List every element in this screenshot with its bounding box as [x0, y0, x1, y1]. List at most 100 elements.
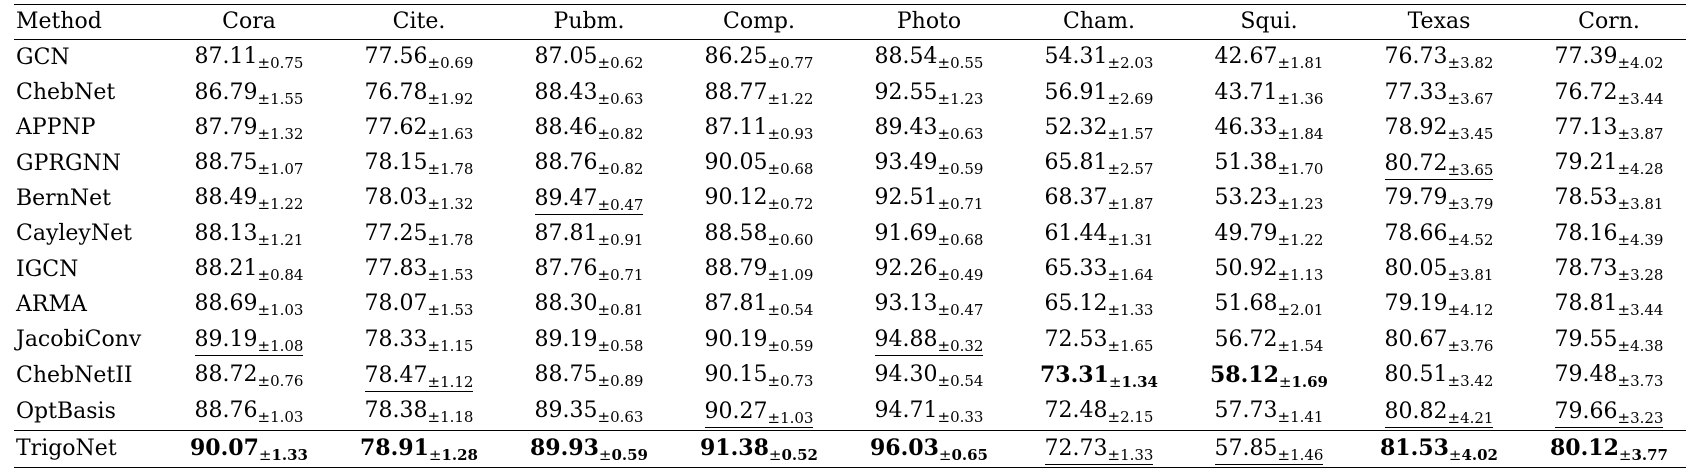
std-deviation: 0.81: [610, 301, 644, 320]
result-value: 89.43±0.63: [875, 111, 984, 146]
std-deviation: 4.12: [1460, 301, 1494, 320]
plus-minus-symbol: ±: [1447, 160, 1461, 179]
result-cell: 78.38±1.18: [334, 394, 504, 430]
std-deviation: 0.63: [610, 89, 644, 108]
plus-minus-symbol: ±: [427, 266, 441, 285]
std-deviation: 1.07: [270, 160, 304, 179]
result-cell: 72.73±1.33: [1014, 430, 1184, 467]
result-cell: 88.49±1.22: [164, 181, 334, 216]
result-cell: 92.26±0.49: [844, 252, 1014, 287]
std-deviation: 1.12: [440, 372, 474, 391]
mean-accuracy: 92.55: [874, 79, 938, 105]
mean-accuracy: 61.44: [1044, 220, 1108, 246]
result-cell: 90.05±0.68: [674, 146, 844, 181]
std-deviation: 1.63: [440, 124, 474, 143]
mean-accuracy: 56.72: [1214, 326, 1278, 352]
result-cell: 77.13±3.87: [1524, 111, 1686, 146]
plus-minus-symbol: ±: [427, 54, 441, 73]
header-row: Method Cora Cite. Pubm. Comp. Photo Cham…: [14, 4, 1686, 40]
std-deviation: 1.70: [1290, 160, 1324, 179]
mean-accuracy: 88.58: [704, 220, 768, 246]
std-deviation: 1.36: [1290, 89, 1324, 108]
result-cell: 86.79±1.55: [164, 76, 334, 111]
plus-minus-symbol: ±: [937, 89, 951, 108]
std-deviation: 2.03: [1120, 54, 1154, 73]
result-cell: 93.13±0.47: [844, 287, 1014, 322]
mean-accuracy: 78.47: [364, 362, 428, 388]
mean-accuracy: 88.46: [534, 114, 598, 140]
std-deviation: 3.44: [1630, 301, 1664, 320]
std-deviation: 1.81: [1290, 54, 1324, 73]
plus-minus-symbol: ±: [427, 372, 441, 391]
method-name-cell: BernNet: [16, 185, 111, 211]
std-deviation: 1.55: [270, 89, 304, 108]
plus-minus-symbol: ±: [427, 301, 441, 320]
plus-minus-symbol: ±: [1447, 124, 1461, 143]
result-cell: 87.79±1.32: [164, 111, 334, 146]
result-value: 88.49±1.22: [195, 181, 304, 216]
mean-accuracy: 54.31: [1044, 44, 1108, 70]
std-deviation: 1.03: [270, 301, 304, 320]
result-value: 88.21±0.84: [195, 252, 304, 287]
result-cell: 51.38±1.70: [1184, 146, 1354, 181]
table-row: IGCN 88.21±0.84 77.83±1.53 87.76±0.71 88.79±…: [14, 252, 1686, 287]
result-cell: 78.81±3.44: [1524, 287, 1686, 322]
plus-minus-symbol: ±: [937, 337, 951, 356]
result-value: 49.79±1.22: [1215, 217, 1324, 252]
std-deviation: 0.69: [440, 54, 474, 73]
std-deviation: 1.34: [1121, 372, 1158, 391]
result-value: 90.15±0.73: [705, 358, 814, 393]
std-deviation: 1.22: [780, 89, 814, 108]
std-deviation: 1.22: [1290, 230, 1324, 249]
plus-minus-symbol: ±: [767, 230, 781, 249]
result-cell: 92.55±1.23: [844, 76, 1014, 111]
table-row: BernNet 88.49±1.22 78.03±1.32 89.47±0.47 90.…: [14, 181, 1686, 216]
result-value: 78.33±1.15: [365, 323, 474, 358]
method-name-cell: JacobiConv: [16, 327, 142, 353]
plus-minus-symbol: ±: [767, 266, 781, 285]
plus-minus-symbol: ±: [1107, 408, 1121, 427]
mean-accuracy: 88.72: [194, 362, 258, 388]
result-cell: 88.69±1.03: [164, 287, 334, 322]
plus-minus-symbol: ±: [597, 89, 611, 108]
mean-accuracy: 80.51: [1384, 362, 1448, 388]
mean-accuracy: 65.12: [1044, 291, 1108, 317]
result-cell: 86.25±0.77: [674, 40, 844, 76]
result-value: 77.25±1.78: [365, 217, 474, 252]
result-value: 65.33±1.64: [1045, 252, 1154, 287]
result-value: 78.66±4.52: [1385, 217, 1494, 252]
plus-minus-symbol: ±: [767, 54, 781, 73]
plus-minus-symbol: ±: [257, 337, 271, 356]
result-cell: 68.37±1.87: [1014, 181, 1184, 216]
result-cell: 79.19±4.12: [1354, 287, 1524, 322]
result-value: 88.75±0.89: [535, 358, 644, 393]
result-value: 87.79±1.32: [195, 111, 304, 146]
mean-accuracy: 77.33: [1384, 79, 1448, 105]
mean-accuracy: 87.11: [704, 114, 768, 140]
std-deviation: 0.59: [780, 336, 814, 355]
result-value: 86.25±0.77: [705, 40, 814, 75]
result-cell: 77.83±1.53: [334, 252, 504, 287]
std-deviation: 0.63: [950, 124, 984, 143]
method-name-cell: IGCN: [16, 256, 79, 282]
result-cell: 65.12±1.33: [1014, 287, 1184, 322]
plus-minus-symbol: ±: [427, 124, 441, 143]
mean-accuracy: 89.19: [194, 327, 258, 353]
result-cell: 90.27±1.03: [674, 394, 844, 430]
mean-accuracy: 79.48: [1554, 362, 1618, 388]
mean-accuracy: 88.69: [194, 291, 258, 317]
plus-minus-symbol: ±: [937, 230, 951, 249]
result-cell: 87.11±0.93: [674, 111, 844, 146]
mean-accuracy: 88.49: [194, 185, 258, 211]
result-value: 78.15±1.78: [365, 146, 474, 181]
plus-minus-symbol: ±: [1278, 372, 1292, 391]
plus-minus-symbol: ±: [1617, 195, 1631, 214]
plus-minus-symbol: ±: [597, 372, 611, 391]
std-deviation: 3.81: [1630, 195, 1664, 214]
std-deviation: 4.38: [1630, 336, 1664, 355]
table-row: GPRGNN 88.75±1.07 78.15±1.78 88.76±0.82 90.0…: [14, 146, 1686, 181]
result-cell: 94.88±0.32: [844, 323, 1014, 358]
plus-minus-symbol: ±: [1107, 54, 1121, 73]
result-cell: 81.53±4.02: [1354, 430, 1524, 467]
mean-accuracy: 78.66: [1384, 220, 1448, 246]
